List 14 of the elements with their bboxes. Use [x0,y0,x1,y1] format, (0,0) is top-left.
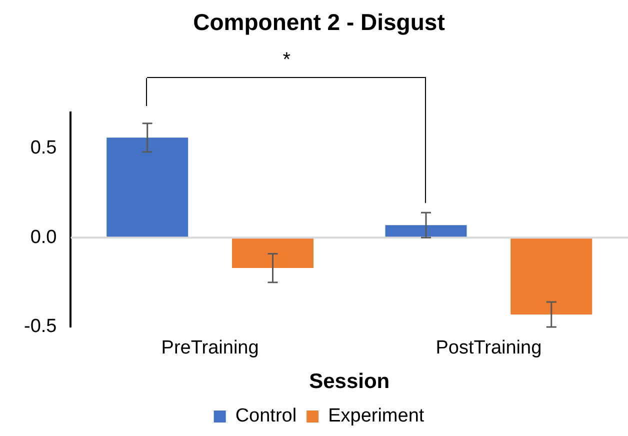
legend-label: Experiment [328,406,425,427]
bar [106,138,188,238]
text: * [282,48,291,72]
x-tick-label: PreTraining [161,338,259,359]
legend-label: Control [235,406,297,427]
y-tick-label: 0.5 [30,138,57,159]
y-tick-label: -0.5 [24,316,57,338]
bar [232,238,314,268]
bar [385,225,467,238]
x-tick-label: PostTraining [436,338,542,359]
x-axis-title: Session [309,370,390,394]
y-tick-label: 0.0 [30,226,57,248]
bar [510,238,592,314]
chart-title: Component 2 - Disgust [193,9,446,36]
